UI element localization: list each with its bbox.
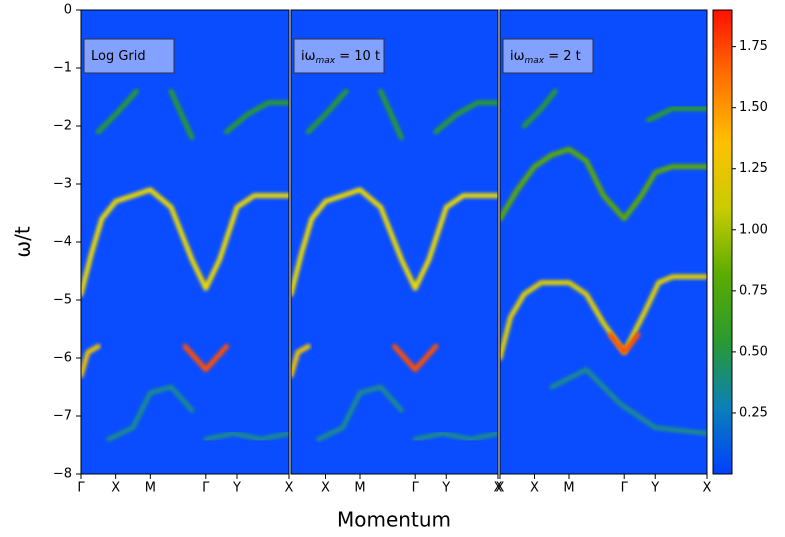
x-tick-label: Y (650, 481, 659, 496)
spectral-band (433, 100, 498, 135)
x-tick-label: X (285, 481, 294, 496)
x-tick-label: X (111, 481, 120, 496)
panel (290, 9, 499, 475)
spectral-band (378, 88, 404, 141)
panel-frame (80, 9, 290, 475)
colorbar (712, 9, 733, 475)
x-axis-label: Momentum (337, 508, 451, 532)
panel-label-box (83, 38, 175, 74)
spectral-band (291, 343, 311, 378)
panel-label: Log Grid (91, 49, 146, 64)
panel-label-suffix: = 2 t (544, 49, 581, 64)
colorbar-tick-label: 0.50 (739, 344, 768, 359)
x-tick-label: M (354, 481, 365, 496)
spectral-band (607, 332, 641, 355)
spectral-band (95, 88, 139, 135)
panel-label-prefix: iω (510, 49, 525, 64)
spectral-band (500, 274, 707, 361)
y-tick-label: −3 (53, 177, 72, 192)
x-tick-label: X (494, 481, 503, 496)
colorbar-tick-label: 1.75 (739, 39, 768, 54)
x-tick-label: Γ (621, 481, 629, 496)
x-tick-label: Γ (412, 481, 420, 496)
spectral-band (106, 384, 195, 442)
x-tick-label: M (563, 481, 574, 496)
panel (499, 9, 708, 475)
spectral-band (203, 430, 289, 442)
spectral-band (549, 367, 707, 436)
bands (81, 88, 289, 442)
panel-background (500, 10, 707, 474)
panel-label-suffix: = 10 t (335, 49, 380, 64)
colorbar-tick-label: 1.50 (739, 100, 768, 115)
spectral-band (645, 106, 707, 123)
panel-label-box (293, 38, 385, 74)
bands (500, 88, 707, 436)
colorbar-tick-label: 1.25 (739, 161, 768, 176)
spectral-band (291, 187, 498, 297)
y-tick-label: −1 (53, 61, 72, 76)
panel-label-sub: max (316, 56, 336, 66)
y-tick-label: −2 (53, 119, 72, 134)
panel-label-sub: max (525, 56, 545, 66)
panel-label-prefix: iω (301, 49, 316, 64)
spectral-band (168, 88, 195, 141)
panel-label: iωmax = 2 t (510, 49, 581, 66)
spectral-band (81, 187, 289, 297)
spectral-band (81, 343, 101, 378)
spectral-band (224, 100, 289, 135)
x-tick-label: X (703, 481, 712, 496)
y-tick-label: −8 (53, 467, 72, 482)
panel-frame (290, 9, 499, 475)
spectral-band (305, 88, 349, 135)
spectral-band (392, 343, 439, 373)
panel-label-box (502, 38, 594, 74)
y-tick-label: 0 (64, 3, 72, 18)
y-tick-label: −5 (53, 293, 72, 308)
colorbar-tick-label: 0.75 (739, 283, 768, 298)
spectral-band (182, 343, 230, 373)
panel-label-text: Log Grid (91, 49, 146, 64)
x-tick-label: M (145, 481, 156, 496)
x-tick-label: X (530, 481, 539, 496)
spectral-band (521, 88, 558, 129)
panel-frame (499, 9, 708, 475)
x-tick-label: Γ (77, 481, 85, 496)
x-tick-label: X (496, 481, 505, 496)
x-tick-label: X (321, 481, 330, 496)
spectral-band (412, 430, 498, 442)
spectral-band (316, 384, 404, 442)
y-tick-label: −4 (53, 235, 72, 250)
y-axis-label: ω/t (11, 226, 35, 257)
y-tick-label: −6 (53, 351, 72, 366)
colorbar-tick-label: 0.25 (739, 405, 768, 420)
spectral-band (500, 146, 707, 222)
x-tick-label: Y (441, 481, 450, 496)
x-tick-label: Y (232, 481, 241, 496)
bands (291, 88, 498, 442)
y-tick-label: −7 (53, 409, 72, 424)
x-tick-label: Γ (202, 481, 210, 496)
panel (80, 9, 290, 475)
colorbar-tick-label: 1.00 (739, 222, 768, 237)
panel-label: iωmax = 10 t (301, 49, 380, 66)
